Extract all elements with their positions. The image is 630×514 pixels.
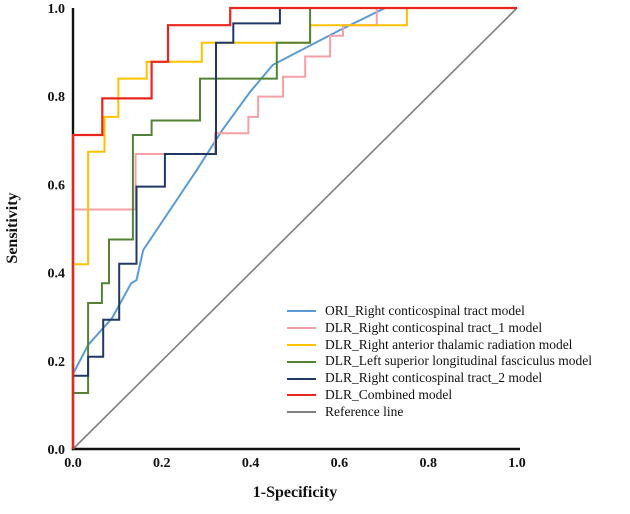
x-tick-label: 0.0: [64, 456, 82, 471]
curve-dlr-combined-model: [71, 6, 517, 449]
legend-label: DLR_Right conticospinal tract_2 model: [325, 370, 543, 386]
curves-group: [71, 6, 518, 450]
legend-swatch: [287, 310, 316, 313]
curve-dlr-right-conticospinal-tract-2-model: [72, 7, 517, 449]
y-tick-label: 0.2: [48, 355, 66, 370]
legend-label: Reference line: [325, 403, 404, 419]
legend-item-dlr-combined-model: DLR_Combined model: [287, 387, 592, 404]
y-tick-labels: 0.0 0.2 0.4 0.6 0.8 1.0: [48, 2, 66, 458]
legend-label: ORI_Right conticospinal tract model: [325, 303, 525, 318]
legend-swatch: [287, 377, 316, 380]
y-tick-label: 0.0: [48, 443, 66, 458]
legend-item-reference-line: Reference line: [287, 404, 592, 421]
legend: ORI_Right conticospinal tract model DLR_R…: [287, 303, 592, 421]
y-tick-label: 0.4: [48, 267, 66, 282]
legend-swatch: [287, 327, 316, 330]
y-tick-label: 0.6: [48, 178, 66, 193]
curve-reference-line: [72, 7, 518, 450]
x-tick-label: 0.2: [153, 456, 171, 471]
legend-item-dlr-right-conticospinal-tract-1-model: DLR_Right conticospinal tract_1 model: [287, 320, 592, 337]
legend-label: DLR_Right conticospinal tract_1 model: [325, 319, 543, 335]
legend-item-dlr-left-superior-longitudinal-fasciculus-model: DLR_Left superior longitudinal fasciculu…: [287, 353, 592, 370]
y-tick-label: 1.0: [48, 2, 66, 17]
x-tick-label: 0.8: [419, 456, 437, 471]
legend-item-dlr-right-conticospinal-tract-2-model: DLR_Right conticospinal tract_2 model: [287, 370, 592, 387]
curve-dlr-right-conticospinal-tract-1-model: [72, 7, 517, 449]
x-tick-label: 0.6: [331, 456, 349, 471]
legend-swatch: [287, 360, 316, 363]
y-tick-label: 0.8: [48, 90, 66, 105]
legend-item-dlr-right-anterior-thalamic-radiation-model: DLR_Right anterior thalamic radiation mo…: [287, 337, 592, 354]
legend-swatch: [287, 394, 316, 397]
curve-dlr-left-superior-longitudinal-fasciculus-model: [72, 7, 517, 449]
legend-label: DLR_Right anterior thalamic radiation mo…: [325, 336, 573, 352]
curve-ori-right-conticospinal-tract-model: [72, 7, 517, 449]
y-axis-title: Sensitivity: [4, 192, 21, 263]
x-tick-label: 1.0: [508, 456, 526, 471]
legend-item-ori-right-conticospinal-tract-model: ORI_Right conticospinal tract model: [287, 303, 592, 320]
legend-label: DLR_Left superior longitudinal fasciculu…: [325, 353, 592, 369]
x-axis-title: 1-Specificity: [253, 484, 337, 501]
x-tick-label: 0.4: [242, 456, 260, 471]
legend-swatch: [287, 343, 316, 346]
legend-label: DLR_Combined model: [325, 386, 453, 402]
legend-swatch: [287, 411, 316, 414]
x-tick-labels: 0.0 0.2 0.4 0.6 0.8 1.0: [64, 456, 526, 471]
curve-dlr-right-anterior-thalamic-radiation-model: [72, 7, 517, 449]
